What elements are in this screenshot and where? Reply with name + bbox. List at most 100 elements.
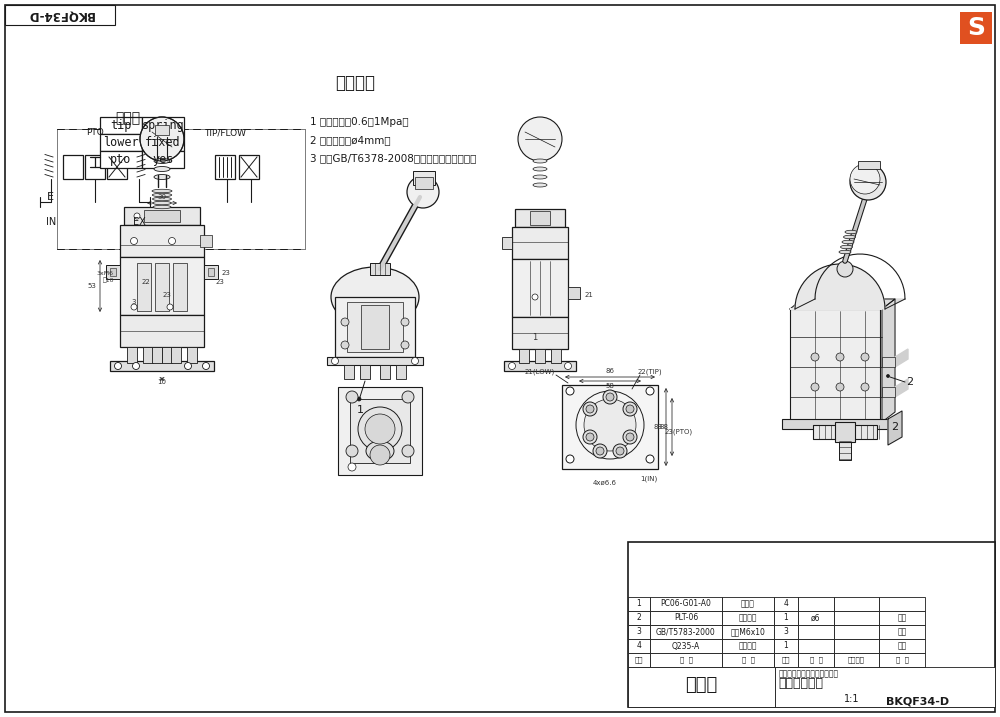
Bar [798, 639, 834, 653]
Bar [834, 639, 879, 653]
Text: 4: 4 [784, 599, 788, 609]
Bar [239, 155, 259, 179]
Text: 2: 2 [891, 422, 899, 432]
Text: 耴钉M6x10: 耴钉M6x10 [731, 627, 765, 637]
Bar [834, 625, 879, 639]
Ellipse shape [840, 245, 852, 249]
Bar [504, 361, 576, 371]
Bar [5, 5, 115, 25]
Text: 86: 86 [606, 368, 614, 374]
Text: GB/T5783-2000: GB/T5783-2000 [656, 627, 716, 637]
Text: 3: 3 [637, 627, 641, 637]
Polygon shape [895, 349, 908, 367]
Circle shape [626, 405, 634, 413]
Circle shape [532, 294, 538, 300]
Circle shape [407, 176, 439, 208]
Bar [360, 365, 370, 379]
Text: 3xM6
深10: 3xM6 深10 [97, 271, 114, 282]
Circle shape [509, 363, 516, 369]
Text: 22: 22 [142, 279, 150, 285]
Bar [798, 625, 834, 639]
Circle shape [370, 445, 390, 465]
Circle shape [131, 304, 137, 310]
Text: 23: 23 [222, 270, 231, 276]
Circle shape [861, 353, 869, 361]
Circle shape [603, 390, 617, 404]
Polygon shape [882, 299, 895, 422]
Text: 1: 1 [532, 333, 538, 341]
Text: fixed: fixed [145, 136, 181, 149]
Circle shape [114, 363, 122, 369]
Polygon shape [888, 411, 902, 445]
Bar [137, 263, 151, 311]
Text: 组合件: 组合件 [685, 676, 718, 694]
Ellipse shape [533, 183, 547, 187]
Text: 4: 4 [637, 642, 641, 650]
Text: TIP/FLOW: TIP/FLOW [204, 128, 246, 137]
Text: Q235-A: Q235-A [672, 642, 700, 650]
Ellipse shape [584, 399, 636, 451]
Ellipse shape [842, 240, 854, 244]
Bar [63, 155, 83, 179]
Bar [413, 171, 435, 185]
Text: 3 符合GB/T6378-2008气动换向阀技术条件。: 3 符合GB/T6378-2008气动换向阀技术条件。 [310, 153, 476, 163]
Bar [162, 347, 172, 363]
Text: S: S [967, 16, 985, 40]
Bar [798, 653, 834, 667]
Text: 1: 1 [784, 642, 788, 650]
Bar [628, 542, 995, 707]
Text: 4xø6.6: 4xø6.6 [593, 480, 617, 486]
Text: yes: yes [152, 153, 174, 166]
Bar [142, 151, 184, 168]
Bar [774, 611, 798, 625]
Bar [335, 297, 415, 357]
Ellipse shape [152, 189, 172, 193]
Ellipse shape [845, 230, 857, 234]
Circle shape [401, 341, 409, 349]
Bar [790, 309, 880, 422]
Bar [200, 235, 212, 247]
Text: EX: EX [133, 217, 145, 227]
Ellipse shape [366, 441, 394, 461]
Circle shape [623, 430, 637, 444]
Circle shape [613, 444, 627, 458]
Text: 88: 88 [653, 424, 662, 430]
Circle shape [402, 445, 414, 457]
Ellipse shape [152, 197, 172, 201]
Circle shape [566, 387, 574, 395]
Text: tip: tip [110, 119, 132, 132]
Circle shape [626, 433, 634, 441]
Ellipse shape [153, 201, 171, 205]
Text: BKQF34-D: BKQF34-D [26, 9, 94, 22]
Text: spring: spring [142, 119, 184, 132]
Text: 2: 2 [906, 377, 914, 387]
Circle shape [850, 164, 880, 194]
Circle shape [358, 407, 402, 451]
Bar [361, 305, 389, 349]
Bar [834, 611, 879, 625]
Bar [650, 625, 722, 639]
Bar [774, 653, 798, 667]
Text: 10: 10 [158, 379, 166, 385]
Circle shape [365, 414, 395, 444]
Text: ø6: ø6 [811, 614, 821, 622]
Bar [650, 611, 722, 625]
Bar [120, 225, 204, 257]
Text: 选装: 选装 [897, 627, 907, 637]
Text: 30: 30 [158, 194, 166, 200]
Bar [879, 625, 925, 639]
Text: 88: 88 [659, 424, 668, 430]
Bar [628, 625, 650, 639]
Text: 选装: 选装 [897, 642, 907, 650]
Circle shape [583, 430, 597, 444]
Circle shape [583, 402, 597, 416]
Bar [215, 155, 235, 179]
Text: 序号: 序号 [635, 657, 643, 663]
Text: BKQF34-D: BKQF34-D [886, 696, 949, 706]
Bar [208, 268, 214, 276]
Ellipse shape [331, 267, 419, 327]
Text: 原理图: 原理图 [115, 111, 140, 125]
Ellipse shape [533, 175, 547, 179]
Text: 3: 3 [784, 627, 788, 637]
Bar [512, 259, 568, 317]
